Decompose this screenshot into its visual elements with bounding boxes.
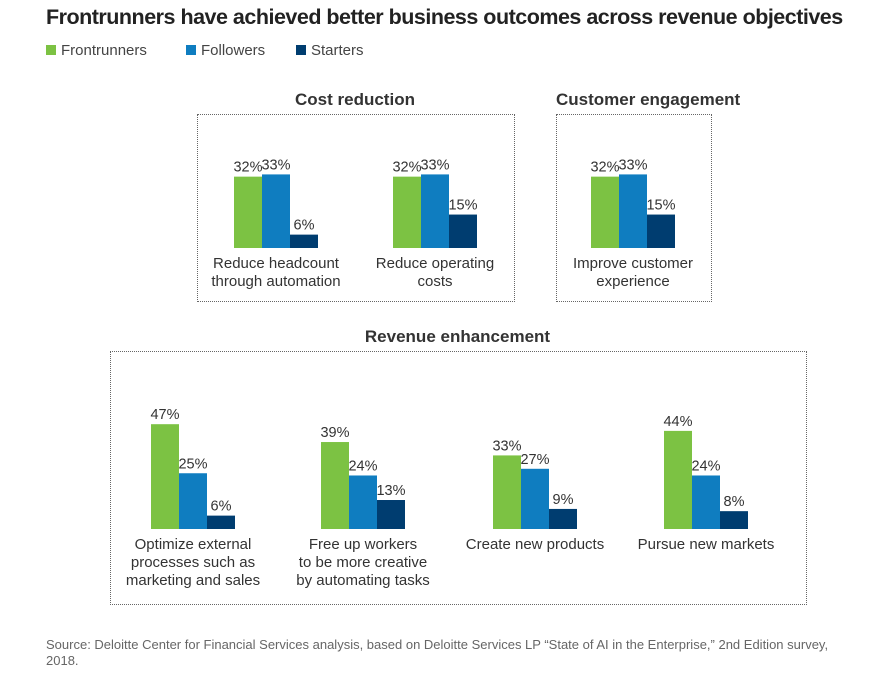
legend-item-frontrunners: Frontrunners bbox=[46, 42, 147, 59]
category-label-create-new-products: Create new products bbox=[466, 536, 604, 553]
chart-title: Frontrunners have achieved better busine… bbox=[46, 5, 843, 29]
legend-swatch-followers bbox=[186, 45, 196, 55]
bar-reduce-headcount-starters bbox=[290, 234, 318, 248]
legend-item-starters: Starters bbox=[296, 42, 364, 59]
bar-improve-customer-frontrunners bbox=[591, 176, 619, 248]
category-label-optimize-external: Optimize external bbox=[135, 536, 252, 553]
bar-optimize-external-frontrunners bbox=[151, 424, 179, 529]
category-label-optimize-external: processes such as bbox=[131, 554, 255, 571]
value-label-improve-customer-followers: 33% bbox=[618, 157, 647, 173]
bar-reduce-headcount-followers bbox=[262, 174, 290, 248]
value-label-pursue-new-markets-frontrunners: 44% bbox=[663, 414, 692, 430]
bar-improve-customer-starters bbox=[647, 214, 675, 248]
value-label-optimize-external-frontrunners: 47% bbox=[150, 407, 179, 423]
bar-improve-customer-followers bbox=[619, 174, 647, 248]
value-label-pursue-new-markets-starters: 8% bbox=[724, 494, 745, 510]
bar-free-up-workers-followers bbox=[349, 475, 377, 529]
value-label-free-up-workers-frontrunners: 39% bbox=[320, 425, 349, 441]
bar-optimize-external-starters bbox=[207, 515, 235, 529]
bar-create-new-products-followers bbox=[521, 468, 549, 529]
value-label-create-new-products-starters: 9% bbox=[553, 492, 574, 508]
bar-pursue-new-markets-starters bbox=[720, 511, 748, 529]
bar-create-new-products-starters bbox=[549, 508, 577, 529]
value-label-free-up-workers-followers: 24% bbox=[348, 458, 377, 474]
value-label-create-new-products-followers: 27% bbox=[520, 452, 549, 468]
value-label-reduce-headcount-followers: 33% bbox=[261, 157, 290, 173]
legend-label-followers: Followers bbox=[201, 42, 266, 59]
category-label-reduce-headcount: through automation bbox=[211, 273, 340, 290]
category-label-reduce-headcount: Reduce headcount bbox=[213, 255, 340, 272]
bar-pursue-new-markets-frontrunners bbox=[664, 430, 692, 529]
value-label-improve-customer-frontrunners: 32% bbox=[590, 160, 619, 176]
category-label-free-up-workers: by automating tasks bbox=[296, 572, 429, 589]
category-label-pursue-new-markets: Pursue new markets bbox=[638, 536, 775, 553]
value-label-reduce-operating-frontrunners: 32% bbox=[392, 160, 421, 176]
legend-label-frontrunners: Frontrunners bbox=[61, 42, 147, 59]
legend-swatch-frontrunners bbox=[46, 45, 56, 55]
group-title-customer-engagement: Customer engagement bbox=[556, 90, 741, 109]
legend-item-followers: Followers bbox=[186, 42, 265, 59]
bar-reduce-operating-followers bbox=[421, 174, 449, 248]
category-label-free-up-workers: Free up workers bbox=[309, 536, 417, 553]
bar-optimize-external-followers bbox=[179, 473, 207, 529]
bar-pursue-new-markets-followers bbox=[692, 475, 720, 529]
group-title-revenue-enhancement: Revenue enhancement bbox=[364, 327, 551, 346]
bar-reduce-operating-starters bbox=[449, 214, 477, 248]
value-label-create-new-products-frontrunners: 33% bbox=[492, 438, 521, 454]
bar-create-new-products-frontrunners bbox=[493, 455, 521, 529]
value-label-pursue-new-markets-followers: 24% bbox=[691, 458, 720, 474]
category-label-reduce-operating: Reduce operating bbox=[376, 255, 494, 272]
category-label-reduce-operating: costs bbox=[417, 273, 452, 290]
group-title-cost-reduction: Cost reduction bbox=[295, 90, 415, 109]
category-label-optimize-external: marketing and sales bbox=[126, 572, 260, 589]
value-label-reduce-operating-followers: 33% bbox=[420, 157, 449, 173]
value-label-reduce-headcount-starters: 6% bbox=[294, 218, 315, 234]
category-label-improve-customer: Improve customer bbox=[573, 255, 693, 272]
value-label-free-up-workers-starters: 13% bbox=[376, 483, 405, 499]
bar-free-up-workers-frontrunners bbox=[321, 442, 349, 529]
group-box-cost-reduction bbox=[197, 114, 515, 302]
value-label-reduce-headcount-frontrunners: 32% bbox=[233, 160, 262, 176]
source-note: Source: Deloitte Center for Financial Se… bbox=[46, 637, 829, 668]
legend-label-starters: Starters bbox=[311, 42, 364, 59]
legend-swatch-starters bbox=[296, 45, 306, 55]
bar-reduce-operating-frontrunners bbox=[393, 176, 421, 248]
group-box-customer-engagement bbox=[556, 114, 712, 302]
group-box-revenue-enhancement bbox=[110, 351, 807, 605]
category-label-free-up-workers: to be more creative bbox=[299, 554, 427, 571]
value-label-optimize-external-starters: 6% bbox=[211, 499, 232, 515]
value-label-improve-customer-starters: 15% bbox=[646, 198, 675, 214]
value-label-optimize-external-followers: 25% bbox=[178, 456, 207, 472]
value-label-reduce-operating-starters: 15% bbox=[448, 198, 477, 214]
category-label-improve-customer: experience bbox=[596, 273, 669, 290]
bar-reduce-headcount-frontrunners bbox=[234, 176, 262, 248]
bar-free-up-workers-starters bbox=[377, 500, 405, 529]
